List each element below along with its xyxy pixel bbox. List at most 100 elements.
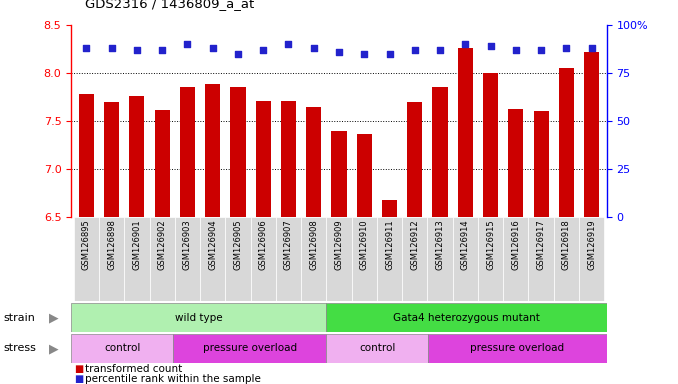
Bar — [326, 303, 607, 332]
Bar — [251, 217, 276, 301]
Bar — [428, 334, 607, 363]
Bar — [352, 217, 377, 301]
Text: percentile rank within the sample: percentile rank within the sample — [85, 374, 260, 384]
Text: GSM126908: GSM126908 — [309, 220, 318, 270]
Point — [308, 45, 319, 51]
Text: GDS2316 / 1436809_a_at: GDS2316 / 1436809_a_at — [85, 0, 254, 10]
Text: GSM126914: GSM126914 — [461, 220, 470, 270]
Text: GSM126912: GSM126912 — [410, 220, 419, 270]
Bar — [124, 217, 150, 301]
Bar — [332, 131, 346, 217]
Point — [233, 51, 243, 57]
Text: GSM126903: GSM126903 — [183, 220, 192, 270]
Point — [485, 43, 496, 49]
Text: transformed count: transformed count — [85, 364, 182, 374]
Text: strain: strain — [3, 313, 35, 323]
Bar — [281, 101, 296, 217]
Text: ▶: ▶ — [49, 342, 58, 355]
Text: GSM126905: GSM126905 — [233, 220, 243, 270]
Point — [384, 51, 395, 57]
Bar — [301, 217, 326, 301]
Bar — [175, 217, 200, 301]
Bar — [554, 217, 579, 301]
Point — [410, 47, 420, 53]
Bar — [402, 217, 427, 301]
Point — [536, 47, 546, 53]
Text: GSM126916: GSM126916 — [511, 220, 520, 270]
Bar — [427, 217, 453, 301]
Point — [157, 47, 167, 53]
Text: GSM126901: GSM126901 — [132, 220, 142, 270]
Text: GSM126918: GSM126918 — [562, 220, 571, 270]
Bar — [306, 107, 321, 217]
Text: GSM126919: GSM126919 — [587, 220, 596, 270]
Bar — [150, 217, 175, 301]
Text: control: control — [104, 343, 140, 354]
Bar — [357, 134, 372, 217]
Text: GSM126913: GSM126913 — [435, 220, 445, 270]
Bar — [458, 48, 473, 217]
Text: GSM126906: GSM126906 — [259, 220, 268, 270]
Point — [511, 47, 521, 53]
Bar — [559, 68, 574, 217]
Bar — [180, 88, 195, 217]
Bar — [256, 101, 271, 217]
Bar — [584, 52, 599, 217]
Bar — [225, 217, 251, 301]
Text: GSM126898: GSM126898 — [107, 220, 116, 270]
Point — [561, 45, 572, 51]
Point — [258, 47, 268, 53]
Bar — [205, 84, 220, 217]
Text: stress: stress — [3, 343, 36, 354]
Text: GSM126904: GSM126904 — [208, 220, 217, 270]
Bar — [382, 200, 397, 217]
Bar — [276, 217, 301, 301]
Bar — [433, 88, 447, 217]
Bar — [326, 334, 428, 363]
Text: pressure overload: pressure overload — [471, 343, 565, 354]
Bar — [503, 217, 528, 301]
Bar — [200, 217, 225, 301]
Text: ■: ■ — [75, 374, 84, 384]
Text: GSM126902: GSM126902 — [158, 220, 167, 270]
Bar — [377, 217, 402, 301]
Bar — [74, 217, 99, 301]
Text: GSM126895: GSM126895 — [82, 220, 91, 270]
Text: GSM126907: GSM126907 — [284, 220, 293, 270]
Text: Gata4 heterozygous mutant: Gata4 heterozygous mutant — [393, 313, 540, 323]
Text: GSM126917: GSM126917 — [536, 220, 546, 270]
Point — [182, 41, 193, 47]
Bar — [104, 102, 119, 217]
Bar — [71, 334, 173, 363]
Point — [132, 47, 142, 53]
Bar — [231, 88, 245, 217]
Point — [334, 49, 344, 55]
Bar — [478, 217, 503, 301]
Bar — [453, 217, 478, 301]
Bar — [173, 334, 326, 363]
Bar — [579, 217, 604, 301]
Text: control: control — [359, 343, 395, 354]
Point — [586, 45, 597, 51]
Bar — [508, 109, 523, 217]
Bar — [155, 111, 170, 217]
Point — [460, 41, 471, 47]
Point — [435, 47, 445, 53]
Point — [359, 51, 370, 57]
Bar — [129, 96, 144, 217]
Point — [81, 45, 92, 51]
Text: ▶: ▶ — [49, 311, 58, 324]
Text: wild type: wild type — [175, 313, 222, 323]
Bar — [483, 73, 498, 217]
Text: ■: ■ — [75, 364, 84, 374]
Bar — [407, 102, 422, 217]
Bar — [326, 217, 352, 301]
Text: GSM126911: GSM126911 — [385, 220, 394, 270]
Point — [283, 41, 294, 47]
Bar — [71, 303, 326, 332]
Bar — [528, 217, 554, 301]
Bar — [534, 111, 549, 217]
Bar — [99, 217, 124, 301]
Text: GSM126915: GSM126915 — [486, 220, 495, 270]
Point — [106, 45, 117, 51]
